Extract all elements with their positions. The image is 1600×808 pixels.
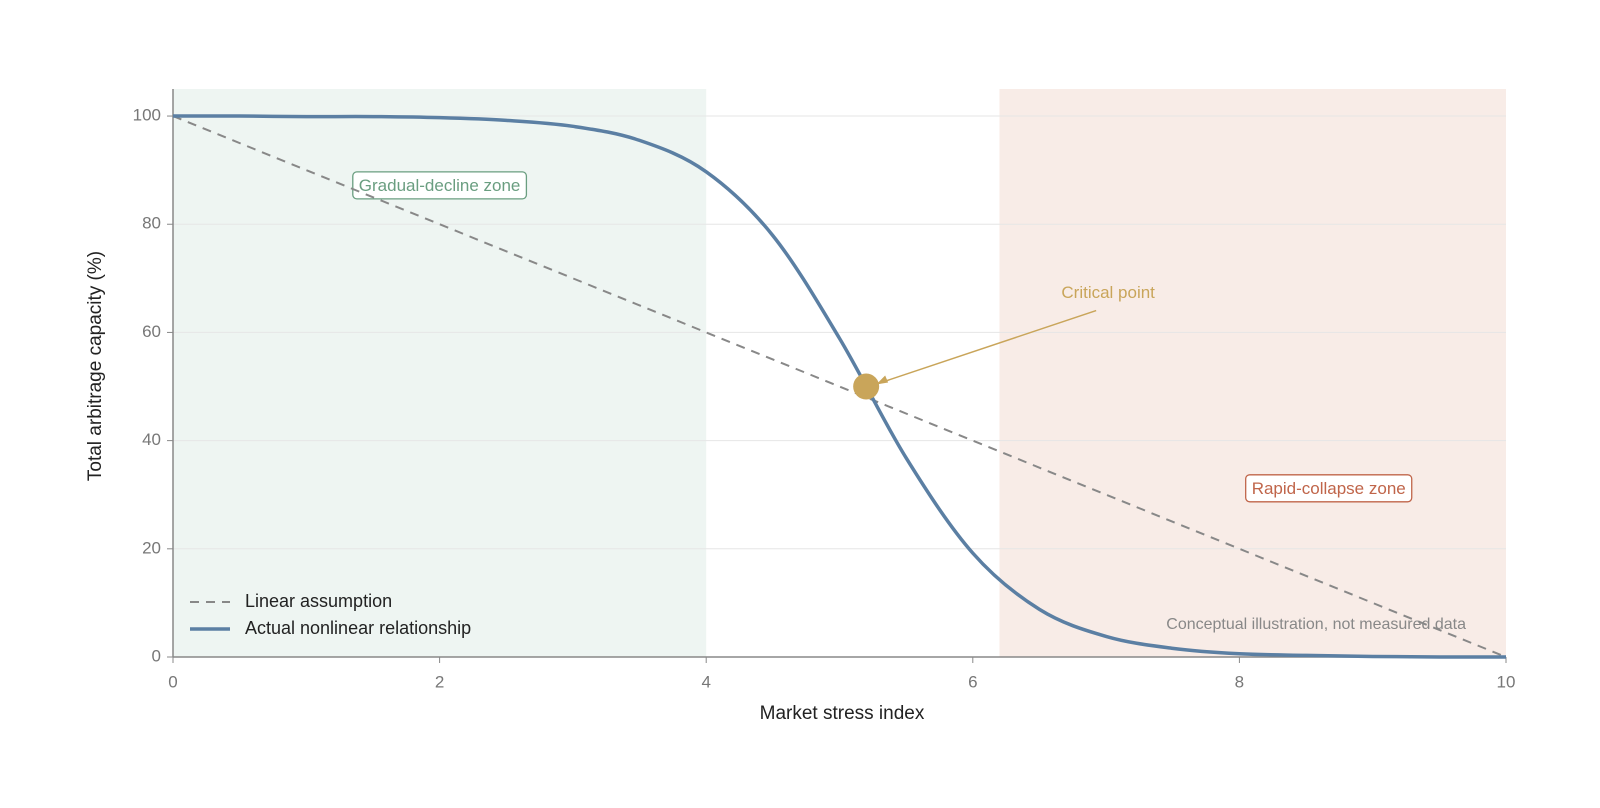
y-tick-label: 20 <box>142 538 161 557</box>
x-tick-label: 10 <box>1497 672 1516 691</box>
series-line <box>172 114 1507 659</box>
critical-point <box>853 373 880 400</box>
x-tick-label: 8 <box>1235 672 1244 691</box>
annotation-label: Critical point <box>1061 283 1155 302</box>
y-tick-label: 80 <box>142 214 161 233</box>
y-tick-label: 60 <box>142 322 161 341</box>
x-tick-label: 2 <box>435 672 444 691</box>
note: Conceptual illustration, not measured da… <box>1166 616 1466 633</box>
annotation-arrow <box>877 309 1097 385</box>
x-tick-label: 6 <box>968 672 977 691</box>
legend-label: Linear assumption <box>245 591 392 611</box>
y-tick-label: 100 <box>133 106 161 125</box>
x-axis-label: Market stress index <box>760 703 925 724</box>
zone-label-box <box>1245 474 1413 503</box>
y-tick-label: 40 <box>142 430 161 449</box>
zone-label: Gradual-decline zone <box>359 176 521 195</box>
y-axis-label: Total arbitrage capacity (%) <box>85 251 106 481</box>
x-tick-label: 4 <box>701 672 710 691</box>
y-tick-label: 0 <box>152 646 161 665</box>
zone-label-box <box>352 171 528 200</box>
legend-label: Actual nonlinear relationship <box>245 618 471 638</box>
zone <box>999 89 1506 657</box>
x-tick-label: 0 <box>168 672 177 691</box>
annotation-arrowhead <box>876 375 889 385</box>
zone-label: Rapid-collapse zone <box>1252 479 1406 498</box>
